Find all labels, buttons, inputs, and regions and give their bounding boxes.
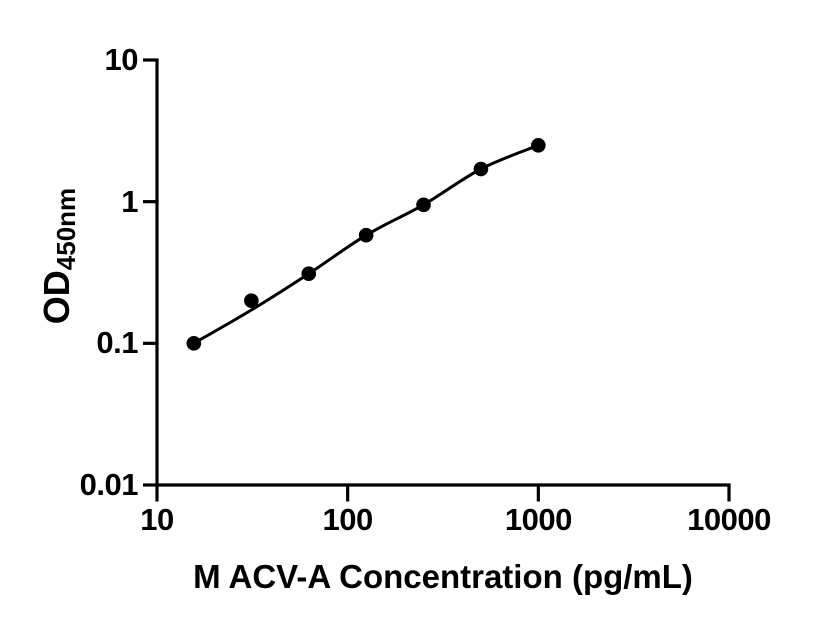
- x-tick-label-0: 10: [140, 502, 174, 537]
- y-axis-title: OD450nm: [34, 106, 81, 406]
- data-point-marker: [186, 336, 202, 351]
- data-point-marker: [301, 266, 317, 282]
- y-tick-label-1: 1: [121, 183, 138, 219]
- data-point-marker: [473, 161, 489, 177]
- y-tick-label-2: 0.1: [96, 325, 138, 361]
- x-tick-label-2: 1000: [504, 502, 572, 537]
- y-axis-title-main: OD: [36, 270, 77, 325]
- data-point-marker: [358, 227, 374, 243]
- y-tick-label-3: 0.01: [79, 467, 139, 502]
- y-tick-label-0: 10: [104, 42, 139, 77]
- fit-curve-line: [193, 143, 539, 345]
- x-tick-label-1: 100: [322, 502, 374, 537]
- y-axis-title-subscript: 450nm: [51, 187, 81, 271]
- data-point-marker: [416, 197, 431, 213]
- data-point-marker: [531, 137, 546, 153]
- x-tick-label-3: 10000: [687, 502, 771, 537]
- x-axis-title: M ACV-A Concentration (pg/mL): [193, 558, 693, 595]
- data-point-marker: [244, 293, 259, 308]
